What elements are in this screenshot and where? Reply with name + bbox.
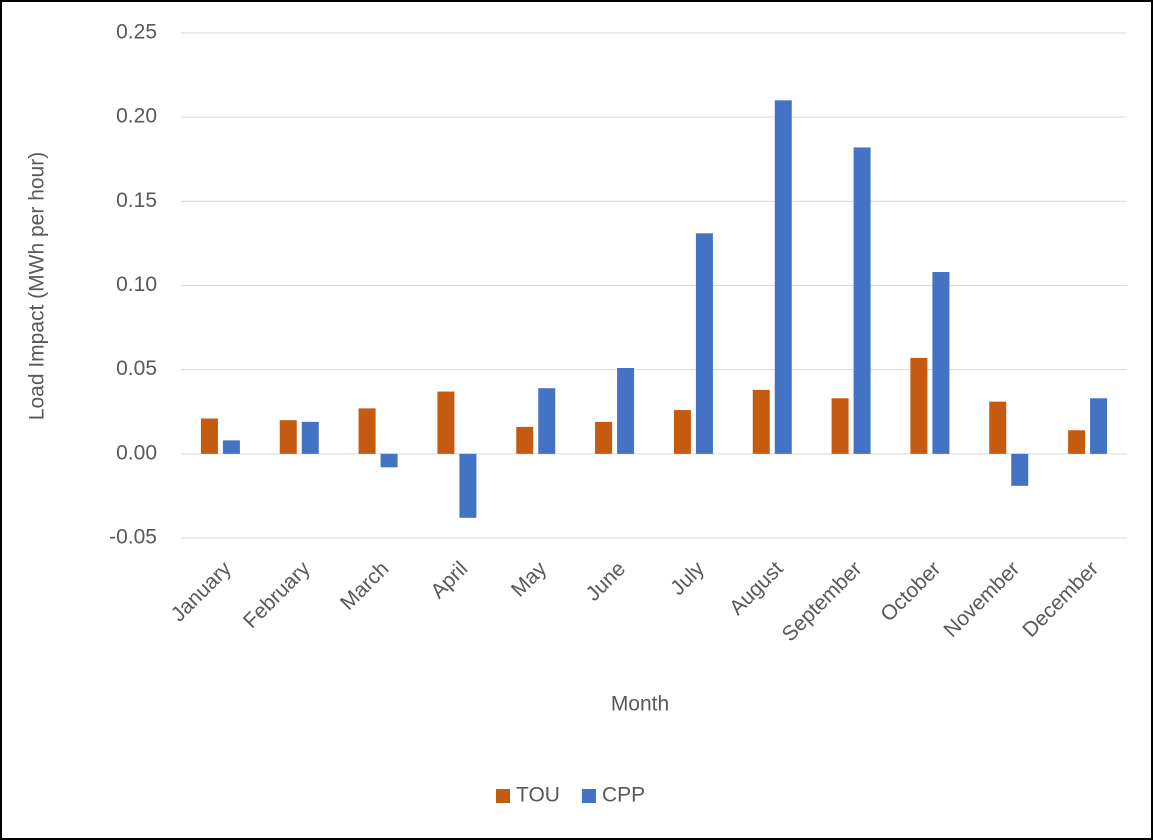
bar <box>516 426 534 454</box>
bar <box>853 147 871 454</box>
bar <box>380 453 398 468</box>
bar <box>989 401 1007 454</box>
bar <box>301 421 319 454</box>
y-tick-label: 0.15 <box>116 189 157 212</box>
bar <box>459 453 477 518</box>
bar <box>932 272 950 454</box>
y-tick-label: 0.10 <box>116 273 157 296</box>
bar <box>617 367 635 454</box>
legend-label: CPP <box>602 784 645 807</box>
legend-label: TOU <box>516 784 560 807</box>
y-tick-label: -0.05 <box>109 526 157 549</box>
bar <box>437 391 455 454</box>
bar <box>538 388 556 454</box>
bar <box>831 398 849 454</box>
bar <box>358 408 376 454</box>
bar <box>279 420 297 454</box>
y-axis-title: Load Impact (MWh per hour) <box>26 152 49 420</box>
y-tick-label: 0.25 <box>116 21 157 44</box>
bar <box>595 421 613 454</box>
bar <box>1090 398 1108 454</box>
bar <box>774 100 792 454</box>
bar <box>1011 453 1029 486</box>
bar <box>910 357 928 454</box>
bar <box>1068 430 1086 454</box>
bar <box>673 410 691 454</box>
y-tick-label: 0.05 <box>116 357 157 380</box>
x-axis-title: Month <box>611 693 669 716</box>
bar <box>752 389 770 454</box>
bar <box>222 440 240 454</box>
legend-swatch <box>496 789 510 803</box>
y-tick-label: 0.20 <box>116 105 157 128</box>
legend-swatch <box>581 789 596 803</box>
y-tick-label: 0.00 <box>116 441 157 464</box>
bar <box>200 418 218 454</box>
bar <box>695 233 713 454</box>
